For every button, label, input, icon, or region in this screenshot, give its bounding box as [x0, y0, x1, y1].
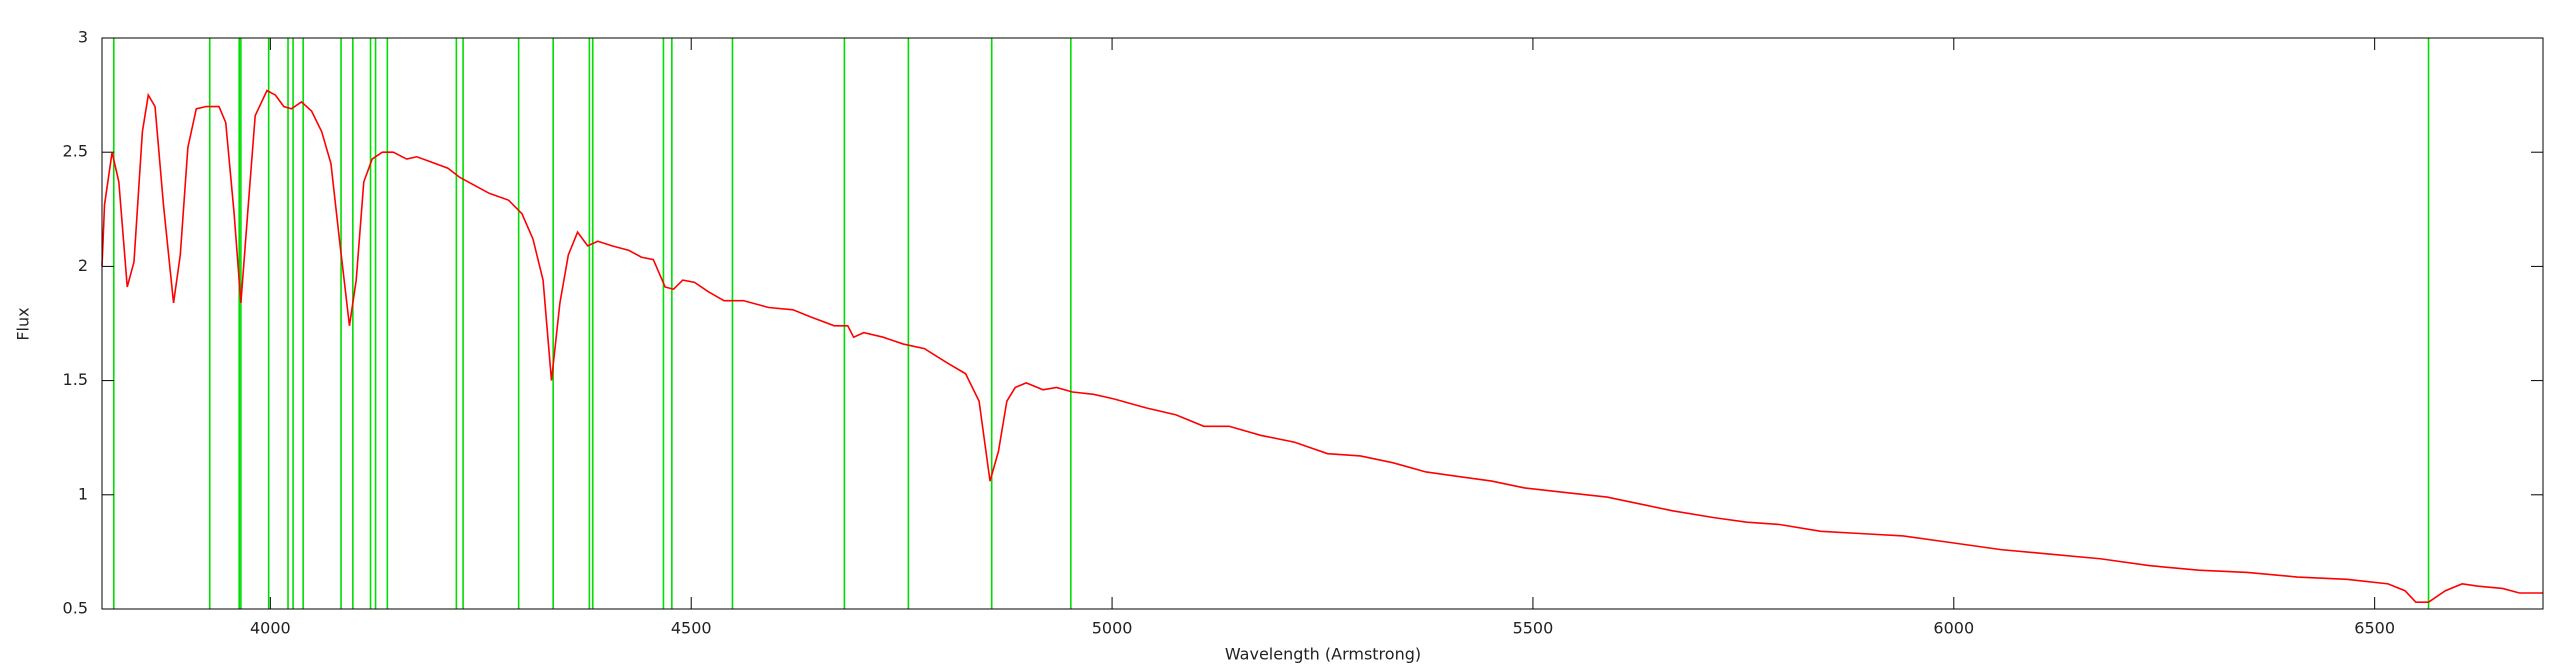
x-tick-label: 5500 — [1513, 619, 1554, 638]
y-axis-label: Flux — [14, 307, 33, 340]
spectrum-line — [101, 89, 2543, 603]
y-tick-label: 2.5 — [63, 142, 88, 161]
y-tick-label: 1.5 — [63, 370, 88, 389]
x-tick-label: 5000 — [1092, 619, 1133, 638]
y-tick-label: 0.5 — [63, 599, 88, 618]
x-tick-label: 4500 — [671, 619, 712, 638]
y-tick-label: 3 — [78, 28, 88, 47]
x-axis-label: Wavelength (Armstrong) — [1225, 645, 1421, 664]
x-tick-label: 4000 — [250, 619, 291, 638]
plot-frame — [101, 37, 2544, 610]
x-tick-label: 6000 — [1933, 619, 1974, 638]
x-tick-label: 6500 — [2354, 619, 2395, 638]
y-tick-label: 1 — [78, 484, 88, 503]
y-tick-label: 2 — [78, 256, 88, 275]
